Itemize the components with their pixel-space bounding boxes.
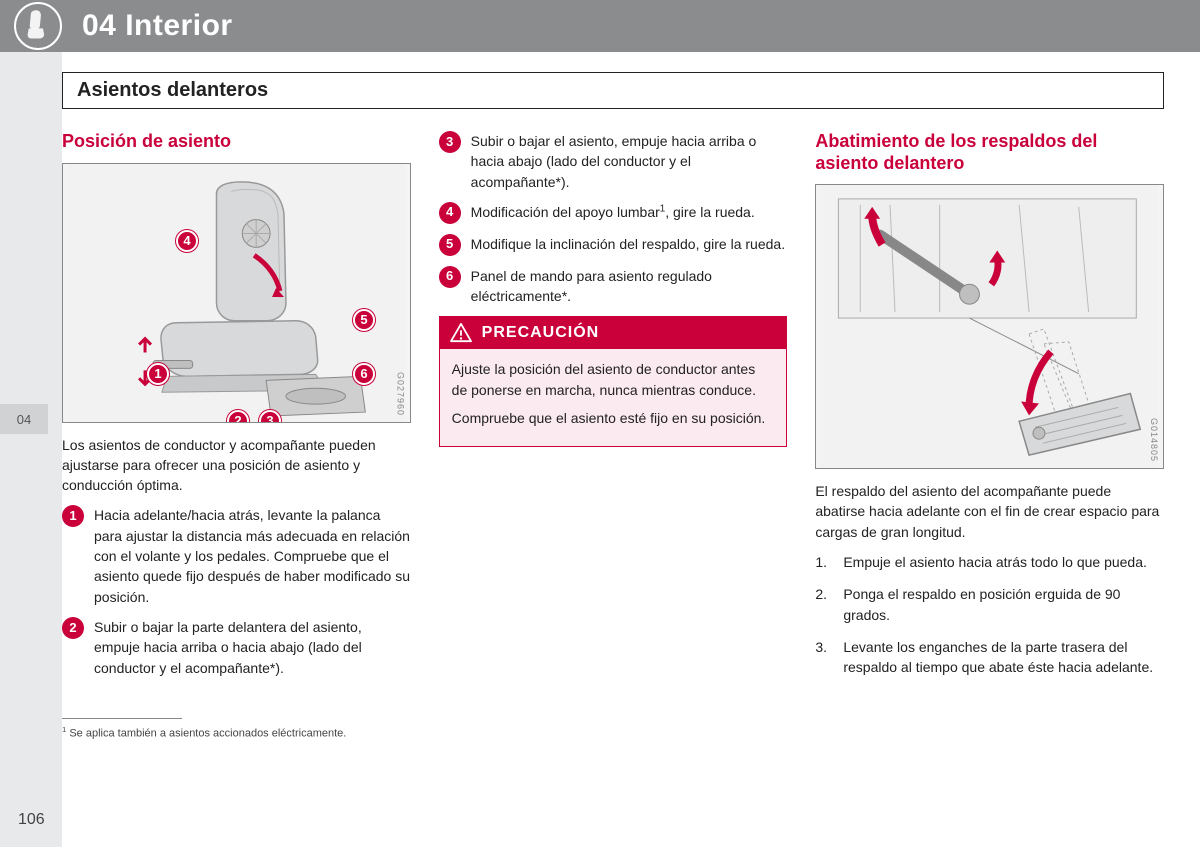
list-item: 4 Modificación del apoyo lumbar1, gire l…	[439, 202, 788, 224]
column-1: Posición de asiento	[62, 131, 411, 740]
list-item-text: Subir o bajar el asiento, empuje hacia a…	[471, 131, 788, 192]
heading-seat-position: Posición de asiento	[62, 131, 411, 153]
caution-header: PRECAUCIÓN	[440, 317, 787, 349]
section-subtitle: Asientos delanteros	[62, 72, 1164, 109]
column-3: Abatimiento de los respaldos del asiento…	[815, 131, 1164, 740]
footnote-rule	[62, 718, 182, 719]
callout-6: 6	[353, 363, 375, 385]
left-gutter: 04 106	[0, 52, 62, 847]
warning-icon	[450, 323, 472, 343]
step-text: Levante los enganches de la parte traser…	[843, 637, 1164, 678]
figure-seat-position: 1 2 3 4 5 6 G027960	[62, 163, 411, 423]
step-item: 1. Empuje el asiento hacia atrás todo lo…	[815, 552, 1164, 572]
intro-text-1: Los asientos de conductor y acompañante …	[62, 435, 411, 496]
bullet-2: 2	[62, 617, 84, 639]
list-item: 6 Panel de mando para asiento regulado e…	[439, 266, 788, 307]
list-item-text: Panel de mando para asiento regulado elé…	[471, 266, 788, 307]
side-tab: 04	[0, 404, 48, 434]
list-item-text: Modifique la inclinación del respaldo, g…	[471, 234, 785, 256]
bullet-5: 5	[439, 234, 461, 256]
heading-fold-backrest: Abatimiento de los respaldos del asiento…	[815, 131, 1164, 174]
numbered-list-2: 3 Subir o bajar el asiento, empuje hacia…	[439, 131, 788, 306]
step-item: 2. Ponga el respaldo en posición erguida…	[815, 584, 1164, 625]
step-item: 3. Levante los enganches de la parte tra…	[815, 637, 1164, 678]
column-2: 3 Subir o bajar el asiento, empuje hacia…	[439, 131, 788, 740]
bullet-6: 6	[439, 266, 461, 288]
caution-text-1: Ajuste la posición del asiento de conduc…	[452, 359, 775, 400]
list-item: 3 Subir o bajar el asiento, empuje hacia…	[439, 131, 788, 192]
list-item: 1 Hacia adelante/hacia atrás, levante la…	[62, 505, 411, 606]
figure-ref-2: G014805	[1149, 418, 1159, 462]
callout-4: 4	[176, 230, 198, 252]
step-num: 1.	[815, 552, 833, 572]
ordered-steps: 1. Empuje el asiento hacia atrás todo lo…	[815, 552, 1164, 677]
figure-ref-1: G027960	[396, 372, 406, 416]
step-num: 2.	[815, 584, 833, 625]
page-header: 04 Interior	[0, 0, 1200, 52]
numbered-list-1: 1 Hacia adelante/hacia atrás, levante la…	[62, 505, 411, 677]
caution-box: PRECAUCIÓN Ajuste la posición del asient…	[439, 316, 788, 447]
bullet-4: 4	[439, 202, 461, 224]
caution-text-2: Compruebe que el asiento esté fijo en su…	[452, 408, 775, 428]
caution-label: PRECAUCIÓN	[482, 324, 600, 342]
list-item: 5 Modifique la inclinación del respaldo,…	[439, 234, 788, 256]
list-item-text: Modificación del apoyo lumbar1, gire la …	[471, 202, 755, 224]
intro-text-3: El respaldo del asiento del acompañante …	[815, 481, 1164, 542]
figure-fold-backrest: G014805	[815, 184, 1164, 469]
seat-icon	[14, 2, 62, 50]
list-item-text: Hacia adelante/hacia atrás, levante la p…	[94, 505, 411, 606]
content-area: Asientos delanteros Posición de asiento	[62, 72, 1164, 799]
bullet-1: 1	[62, 505, 84, 527]
list-item-text: Subir o bajar la parte delantera del asi…	[94, 617, 411, 678]
caution-body: Ajuste la posición del asiento de conduc…	[440, 349, 787, 446]
callout-1: 1	[147, 363, 169, 385]
chapter-title: 04 Interior	[82, 9, 233, 43]
footnote: 1 Se aplica también a asientos accionado…	[62, 725, 411, 740]
step-text: Empuje el asiento hacia atrás todo lo qu…	[843, 552, 1147, 572]
list-item: 2 Subir o bajar la parte delantera del a…	[62, 617, 411, 678]
step-text: Ponga el respaldo en posición erguida de…	[843, 584, 1164, 625]
bullet-3: 3	[439, 131, 461, 153]
step-num: 3.	[815, 637, 833, 678]
callout-5: 5	[353, 309, 375, 331]
page-number: 106	[18, 811, 45, 829]
